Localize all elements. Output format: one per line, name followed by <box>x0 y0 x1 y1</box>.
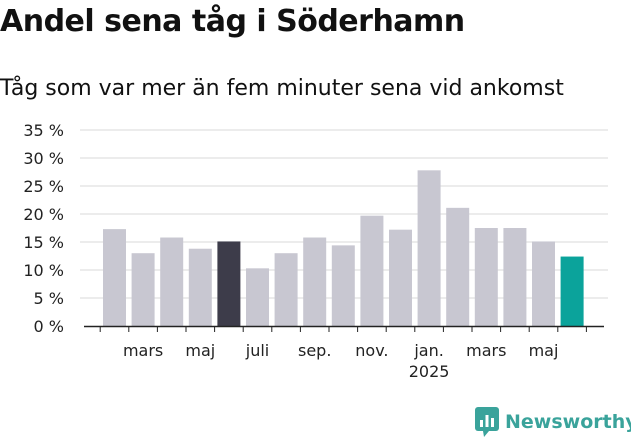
x-tick-label: maj <box>185 341 215 360</box>
x-tick-label: juli <box>245 341 269 360</box>
bar <box>188 248 212 326</box>
bar <box>417 170 441 326</box>
bar <box>274 253 298 326</box>
bar-chart: 0 % 5 % 10 % 15 % 20 % 25 % 30 % 35 % mars maj ju… <box>23 121 608 381</box>
bar <box>389 229 412 326</box>
bar <box>532 241 555 326</box>
x-tick-label: maj <box>529 341 559 360</box>
bar <box>446 207 470 326</box>
y-tick-label: 10 % <box>23 261 64 280</box>
bar <box>560 256 584 326</box>
bar <box>503 228 527 326</box>
y-tick-label: 0 % <box>34 317 64 336</box>
bar <box>331 245 355 326</box>
y-tick-label: 15 % <box>23 233 64 252</box>
x-tick-label: mars <box>466 341 506 360</box>
bar <box>360 215 384 326</box>
chart-subtitle: Tåg som var mer än fem minuter sena vid … <box>0 76 564 101</box>
x-tick-label: nov. <box>355 341 388 360</box>
bar <box>303 237 327 326</box>
y-tick-label: 25 % <box>23 177 64 196</box>
newsworthy-logo-icon <box>475 407 499 437</box>
x-tick-label: jan. <box>413 341 443 360</box>
y-tick-label: 5 % <box>34 289 64 308</box>
bar <box>160 237 184 326</box>
newsworthy-logo: Newsworthy <box>475 407 631 437</box>
y-tick-label: 35 % <box>23 121 64 140</box>
bar <box>474 228 498 326</box>
x-tick-year-label: 2025 <box>409 362 450 381</box>
chart-title: Andel sena tåg i Söderhamn <box>0 4 465 39</box>
brand-name: Newsworthy <box>505 411 631 433</box>
x-tick-label: sep. <box>298 341 331 360</box>
y-axis-ticks: 0 % 5 % 10 % 15 % 20 % 25 % 30 % 35 % <box>23 121 64 336</box>
bar <box>131 253 155 326</box>
bar <box>103 229 126 326</box>
x-axis-ticks: mars maj juli sep. nov. jan. 2025 mars maj <box>123 341 558 381</box>
x-tick-label: mars <box>123 341 163 360</box>
bars <box>103 170 584 326</box>
bar <box>217 241 241 326</box>
y-tick-label: 30 % <box>23 149 64 168</box>
bar <box>246 268 269 326</box>
x-axis <box>84 325 604 332</box>
y-tick-label: 20 % <box>23 205 64 224</box>
